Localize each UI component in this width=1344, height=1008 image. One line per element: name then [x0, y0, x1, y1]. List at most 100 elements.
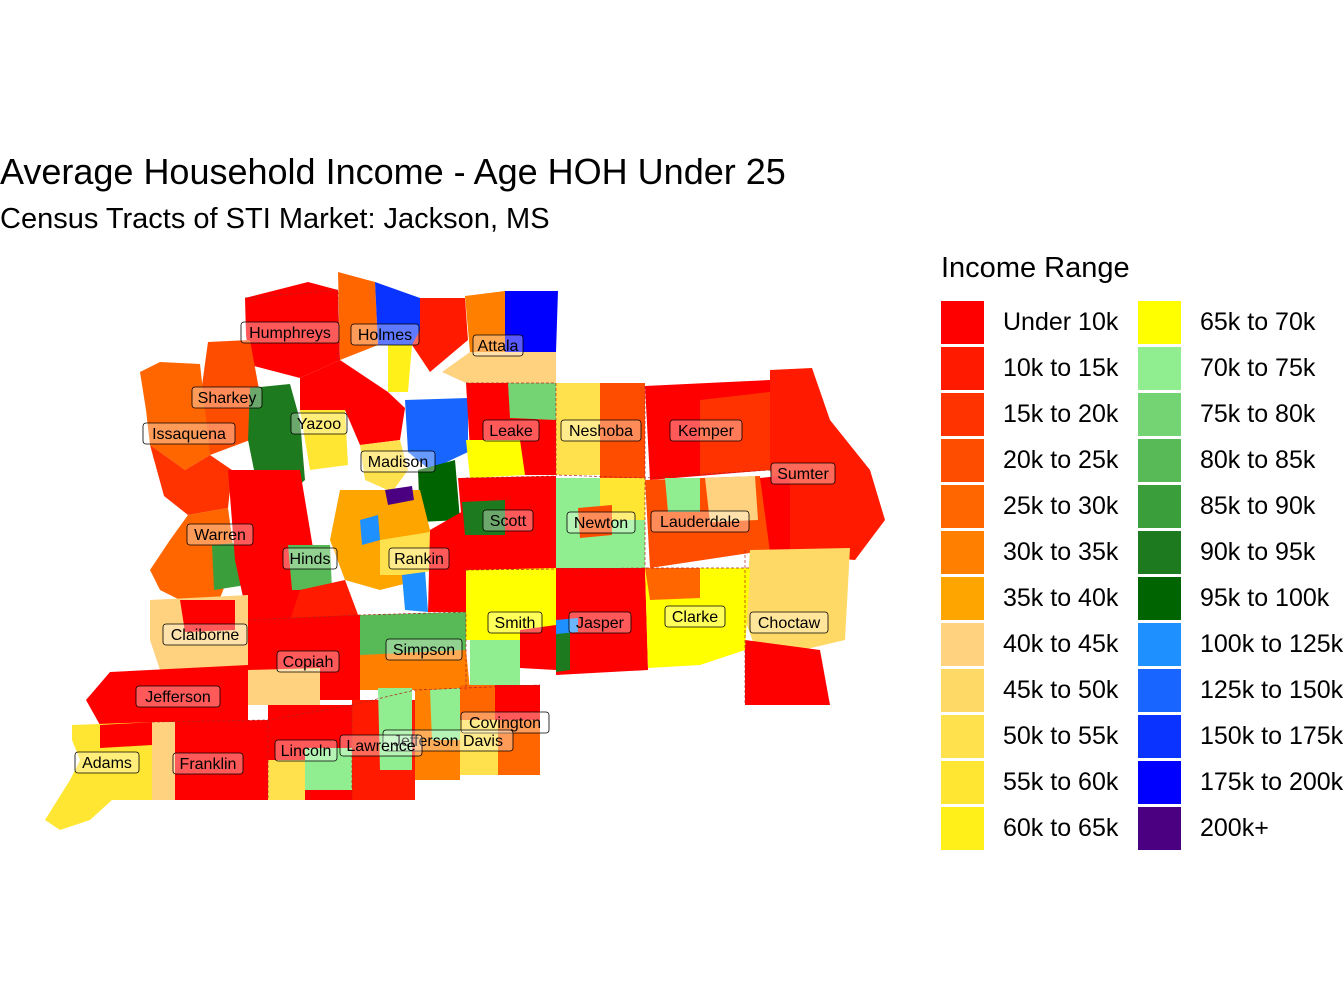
tract-franklin: [152, 720, 268, 800]
tract-issaquena: [140, 362, 210, 470]
svg-text:Claiborne: Claiborne: [171, 627, 240, 644]
tract-franklin-tan: [152, 722, 175, 800]
county-label-attala: Attala: [472, 334, 524, 357]
legend-swatch: [1138, 715, 1181, 758]
county-label-simpson: Simpson: [385, 638, 463, 661]
legend-label: 55k to 60k: [1003, 768, 1119, 796]
tract-covington-red: [495, 685, 540, 720]
tract-scott: [458, 476, 556, 570]
legend-label: 25k to 30k: [1003, 492, 1119, 520]
tract-jackson-purple: [385, 486, 414, 505]
legend-swatch: [1138, 301, 1181, 344]
tract-madison-blue: [405, 398, 468, 470]
svg-text:Simpson: Simpson: [393, 642, 455, 659]
tract-rankin-east: [428, 510, 468, 612]
county-label-leake: Leake: [482, 419, 540, 442]
tract-jackson-blue: [360, 515, 380, 545]
county-label-rankin: Rankin: [388, 547, 450, 570]
tract-choctaw: [745, 548, 850, 660]
legend-label: 90k to 95k: [1200, 538, 1316, 566]
tract-warren-north: [150, 445, 232, 515]
tract-attala-blue: [505, 291, 558, 352]
legend-label: 80k to 85k: [1200, 446, 1316, 474]
legend-label: 75k to 80k: [1200, 400, 1316, 428]
legend-label: 70k to 75k: [1200, 354, 1316, 382]
county-label-humphreys: Humphreys: [240, 321, 340, 344]
svg-text:Rankin: Rankin: [394, 551, 444, 568]
svg-text:Jefferson Davis: Jefferson Davis: [393, 733, 503, 750]
svg-text:Scott: Scott: [490, 513, 527, 530]
tract-humphreys: [245, 282, 340, 378]
tract-clarke-orange: [645, 568, 700, 600]
tract-jasper-green: [556, 626, 570, 672]
legend-label: 10k to 15k: [1003, 354, 1119, 382]
svg-text:Hinds: Hinds: [290, 551, 331, 568]
map-title: Average Household Income - Age HOH Under…: [0, 151, 786, 192]
tract-newton-red: [578, 505, 612, 538]
svg-text:Sumter: Sumter: [777, 466, 829, 483]
tract-rankin-blue: [402, 570, 428, 612]
legend-swatch: [1138, 807, 1181, 850]
legend-label: 30k to 35k: [1003, 538, 1119, 566]
svg-text:Lauderdale: Lauderdale: [660, 514, 740, 531]
county-label-lauderdale: Lauderdale: [650, 510, 750, 533]
legend-label: 20k to 25k: [1003, 446, 1119, 474]
tract-simpson-green: [360, 612, 466, 660]
tract-jeffdavis-green: [430, 688, 460, 740]
tract-sharkey: [200, 340, 260, 455]
legend-swatch: [941, 531, 984, 574]
county-label-sharkey: Sharkey: [191, 386, 263, 409]
tract-rankin-yellow: [380, 532, 440, 575]
svg-text:Adams: Adams: [82, 755, 132, 772]
legend-label: 100k to 125k: [1200, 630, 1344, 658]
tract-covington-yellow: [460, 720, 498, 775]
county-label-claiborne: Claiborne: [162, 623, 248, 646]
legend-swatch: [941, 301, 984, 344]
county-label-hinds: Hinds: [282, 547, 338, 570]
county-label-lincoln: Lincoln: [274, 739, 338, 762]
tract-lincoln-yellow: [268, 760, 305, 800]
county-label-copiah: Copiah: [276, 650, 340, 673]
tract-choctaw-south: [745, 640, 830, 705]
tract-copiah-tan: [248, 668, 320, 705]
county-label-choctaw: Choctaw: [749, 611, 829, 634]
svg-text:Leake: Leake: [489, 423, 533, 440]
svg-text:Smith: Smith: [495, 615, 536, 632]
county-label-issaquena: Issaquena: [142, 422, 236, 445]
svg-text:Neshoba: Neshoba: [569, 423, 633, 440]
legend-label: 95k to 100k: [1200, 584, 1330, 612]
legend-swatch: [1138, 623, 1181, 666]
legend-label: 175k to 200k: [1200, 768, 1344, 796]
county-label-scott: Scott: [482, 509, 534, 532]
legend-swatch: [941, 715, 984, 758]
tract-lawrence-green: [378, 688, 412, 770]
county-label-sumter: Sumter: [770, 462, 836, 485]
county-label-smith: Smith: [487, 611, 543, 634]
legend-swatch: [1138, 669, 1181, 712]
legend-label: 15k to 20k: [1003, 400, 1119, 428]
tract-kemper-east: [700, 392, 770, 475]
legend-swatch: [1138, 347, 1181, 390]
county-label-jasper: Jasper: [568, 611, 632, 634]
county-label-holmes: Holmes: [350, 323, 420, 346]
svg-text:Franklin: Franklin: [180, 756, 237, 773]
tract-leake-green: [508, 383, 556, 420]
county-boundaries: [151, 289, 771, 800]
tract-jasper: [556, 568, 648, 675]
svg-text:Warren: Warren: [194, 527, 246, 544]
svg-text:Choctaw: Choctaw: [758, 615, 821, 632]
svg-text:Covington: Covington: [469, 715, 541, 732]
tract-holmes-yellow: [388, 345, 412, 392]
svg-text:Humphreys: Humphreys: [249, 325, 331, 342]
tract-adams: [45, 722, 152, 830]
legend-label: 50k to 55k: [1003, 722, 1119, 750]
tract-hinds-green: [288, 545, 332, 590]
county-label-newton: Newton: [566, 511, 636, 534]
svg-text:Kemper: Kemper: [678, 423, 735, 440]
svg-text:Copiah: Copiah: [283, 654, 334, 671]
legend-swatch: [941, 623, 984, 666]
tract-lauderdale-tan: [705, 476, 758, 522]
legend-swatch: [1138, 485, 1181, 528]
svg-text:Yazoo: Yazoo: [297, 416, 341, 433]
svg-text:Jasper: Jasper: [576, 615, 625, 632]
